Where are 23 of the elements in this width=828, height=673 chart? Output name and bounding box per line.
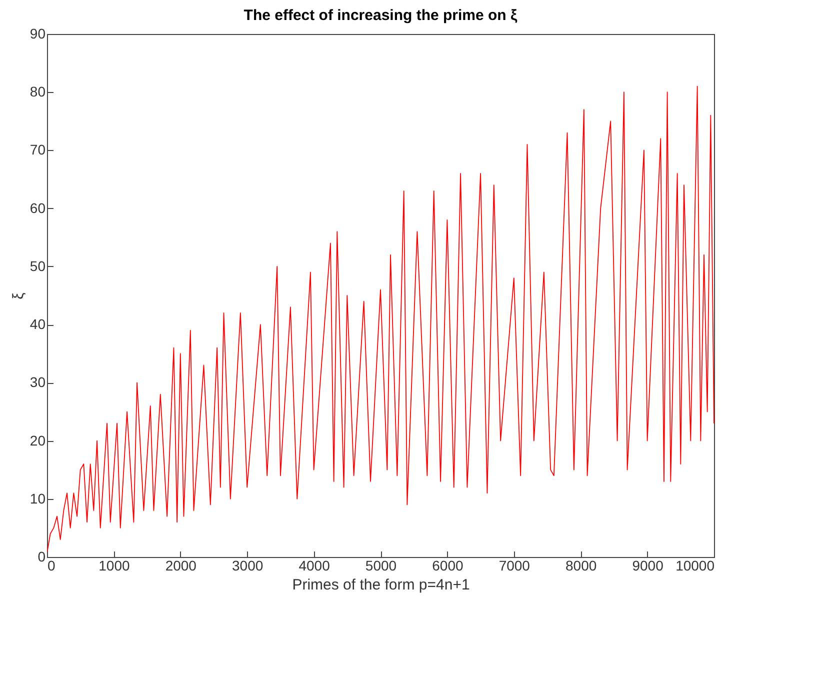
- y-tick-label: 40: [30, 316, 46, 332]
- y-tick-label: 20: [30, 432, 46, 448]
- y-axis-title: ξ: [10, 292, 27, 300]
- x-tick-label: 2000: [165, 558, 197, 574]
- x-tick-label: 1000: [98, 558, 130, 574]
- x-tick-label: 3000: [232, 558, 264, 574]
- line-series: [46, 86, 714, 552]
- x-tick-label: 5000: [365, 558, 397, 574]
- y-tick-label: 10: [30, 490, 46, 506]
- x-tick-label: 8000: [566, 558, 597, 574]
- x-tick-label: 6000: [432, 558, 464, 574]
- chart-title: The effect of increasing the prime on ξ: [244, 7, 518, 24]
- y-tick-label: 60: [30, 200, 46, 216]
- x-tick-label: 4000: [298, 558, 330, 574]
- x-tick-label: 9000: [632, 558, 664, 574]
- x-tick-label: 7000: [498, 558, 530, 574]
- y-tick-label: 80: [30, 84, 46, 100]
- y-tick-label: 30: [30, 374, 46, 390]
- y-tick-label: 50: [30, 258, 46, 274]
- y-tick-label: 90: [30, 26, 46, 42]
- x-axis-title: Primes of the form p=4n+1: [292, 576, 470, 594]
- x-tick-label: 10000: [676, 558, 715, 574]
- y-tick-label: 70: [30, 142, 46, 158]
